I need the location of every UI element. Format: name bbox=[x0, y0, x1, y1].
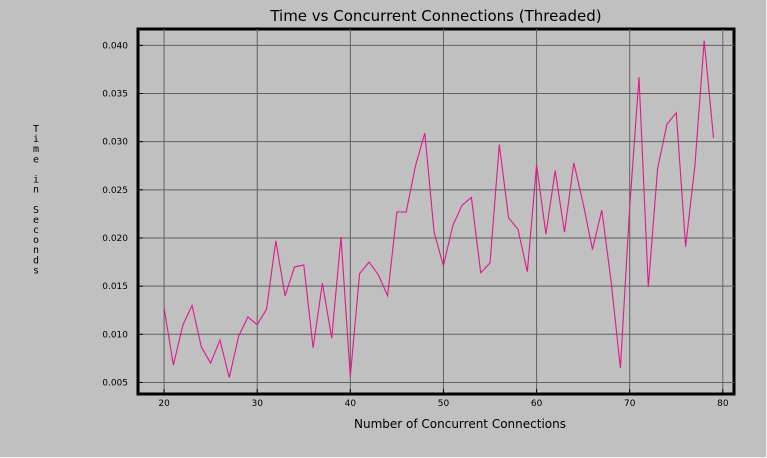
series-line bbox=[163, 40, 715, 378]
y-tick-label: 0.035 bbox=[102, 90, 128, 100]
x-tick-label: 50 bbox=[438, 399, 450, 409]
y-tick-label: 0.010 bbox=[102, 330, 128, 340]
y-tick-label: 0.015 bbox=[102, 282, 128, 292]
y-tick-label: 0.025 bbox=[102, 186, 128, 196]
x-tick-label: 80 bbox=[717, 399, 729, 409]
y-tick-label: 0.005 bbox=[102, 378, 128, 388]
grid bbox=[138, 29, 734, 394]
x-tick-label: 60 bbox=[531, 399, 543, 409]
chart-title: Time vs Concurrent Connections (Threaded… bbox=[269, 7, 601, 25]
x-tick-label: 70 bbox=[624, 399, 636, 409]
y-tick-label: 0.030 bbox=[102, 138, 128, 148]
x-tick-label: 30 bbox=[251, 399, 263, 409]
x-axis-label: Number of Concurrent Connections bbox=[354, 417, 566, 431]
plot-area bbox=[136, 27, 736, 396]
x-tick-label: 20 bbox=[158, 399, 170, 409]
y-tick-label: 0.040 bbox=[102, 41, 128, 51]
axis-ticks: 20 30 40 50 60 70 80 0.005 0.010 0.015 0.020 0.025 0… bbox=[102, 41, 729, 409]
y-tick-label: 0.020 bbox=[102, 234, 128, 244]
x-tick-label: 40 bbox=[345, 399, 357, 409]
